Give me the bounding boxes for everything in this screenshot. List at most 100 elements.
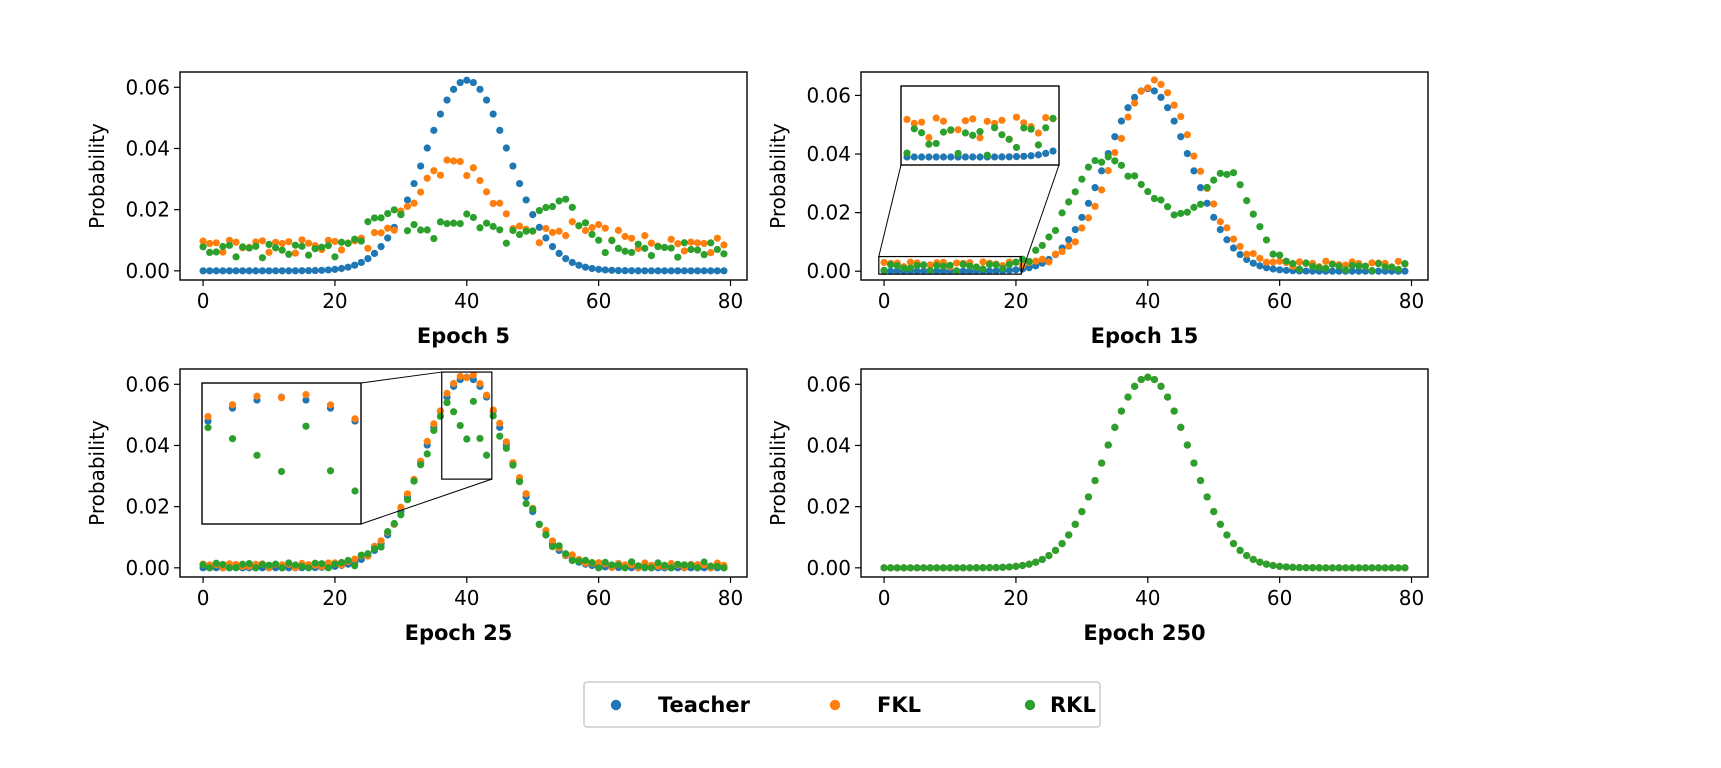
point-teacher bbox=[476, 85, 484, 93]
inset-point-teacher bbox=[939, 153, 948, 161]
point-rkl bbox=[972, 564, 980, 572]
point-fkl bbox=[979, 258, 987, 266]
point-rkl bbox=[1117, 407, 1126, 415]
inset-point-rkl bbox=[925, 140, 933, 148]
point-fkl bbox=[482, 391, 491, 399]
y-tick-label: 0.06 bbox=[806, 372, 851, 396]
point-rkl bbox=[1309, 262, 1317, 271]
point-fkl bbox=[693, 239, 702, 247]
point-rkl bbox=[232, 563, 240, 572]
point-rkl bbox=[324, 241, 332, 250]
point-fkl bbox=[700, 239, 708, 248]
point-rkl bbox=[608, 561, 616, 569]
point-rkl bbox=[1025, 560, 1033, 568]
point-rkl bbox=[1084, 163, 1093, 171]
inset-point-rkl bbox=[326, 467, 335, 475]
x-tick-label: 20 bbox=[1003, 289, 1028, 313]
point-fkl bbox=[555, 227, 563, 235]
point-fkl bbox=[1032, 257, 1040, 265]
point-teacher bbox=[265, 267, 273, 275]
inset-point-rkl bbox=[1005, 135, 1013, 143]
point-rkl bbox=[1038, 555, 1046, 564]
point-teacher bbox=[985, 267, 994, 275]
point-fkl bbox=[707, 249, 715, 257]
point-rkl bbox=[1038, 241, 1046, 250]
point-fkl bbox=[720, 241, 728, 249]
point-teacher bbox=[364, 254, 372, 263]
point-rkl bbox=[1078, 508, 1086, 516]
point-rkl bbox=[1328, 564, 1337, 572]
point-rkl bbox=[1131, 382, 1139, 390]
point-fkl bbox=[417, 188, 425, 196]
point-rkl bbox=[588, 559, 596, 567]
x-axis-label: Epoch 250 bbox=[1083, 621, 1205, 645]
point-rkl bbox=[252, 564, 260, 572]
point-rkl bbox=[1368, 564, 1376, 572]
point-fkl bbox=[403, 490, 412, 498]
point-rkl bbox=[1236, 181, 1244, 189]
point-rkl bbox=[687, 561, 695, 569]
point-fkl bbox=[331, 237, 339, 246]
point-rkl bbox=[1058, 540, 1066, 548]
point-teacher bbox=[647, 267, 656, 275]
point-rkl bbox=[562, 195, 570, 203]
point-fkl bbox=[430, 420, 438, 428]
point-rkl bbox=[337, 238, 346, 246]
point-rkl bbox=[239, 243, 247, 251]
point-teacher bbox=[331, 265, 339, 273]
point-rkl bbox=[707, 239, 715, 247]
point-rkl bbox=[1183, 208, 1191, 216]
y-axis-label: Probability bbox=[85, 123, 109, 229]
point-rkl bbox=[555, 197, 563, 205]
point-fkl bbox=[285, 238, 293, 246]
point-rkl bbox=[509, 226, 517, 235]
point-rkl bbox=[1177, 423, 1185, 431]
point-rkl bbox=[1124, 172, 1132, 180]
x-tick-label: 20 bbox=[322, 289, 347, 313]
inset-point-fkl bbox=[1020, 119, 1028, 127]
point-fkl bbox=[397, 503, 405, 511]
point-rkl bbox=[700, 251, 708, 259]
inset-point-fkl bbox=[918, 118, 926, 126]
point-teacher bbox=[1183, 150, 1191, 158]
point-fkl bbox=[1368, 259, 1376, 267]
point-fkl bbox=[324, 236, 332, 244]
x-tick-label: 60 bbox=[1267, 289, 1292, 313]
point-fkl bbox=[1038, 255, 1046, 263]
point-rkl bbox=[1111, 157, 1119, 165]
inset-connector bbox=[878, 164, 902, 257]
point-rkl bbox=[667, 244, 675, 252]
point-fkl bbox=[496, 199, 504, 207]
point-rkl bbox=[568, 556, 576, 565]
point-teacher bbox=[245, 267, 253, 275]
point-teacher bbox=[548, 243, 557, 251]
point-teacher bbox=[225, 267, 234, 275]
point-rkl bbox=[232, 253, 240, 261]
point-rkl bbox=[1078, 175, 1086, 183]
point-rkl bbox=[1295, 265, 1304, 273]
point-rkl bbox=[1210, 508, 1218, 516]
point-fkl bbox=[515, 222, 524, 230]
point-fkl bbox=[628, 234, 636, 242]
series-teacher bbox=[199, 76, 728, 275]
point-rkl bbox=[959, 564, 967, 572]
point-rkl bbox=[900, 264, 908, 272]
point-fkl bbox=[199, 237, 207, 245]
point-rkl bbox=[1276, 251, 1284, 259]
point-fkl bbox=[337, 246, 346, 254]
point-fkl bbox=[1045, 258, 1053, 266]
point-rkl bbox=[482, 451, 491, 459]
point-rkl bbox=[384, 209, 392, 218]
point-rkl bbox=[390, 206, 398, 214]
point-teacher bbox=[285, 267, 293, 275]
point-rkl bbox=[1203, 493, 1211, 501]
inset-point-teacher bbox=[1042, 149, 1050, 157]
point-fkl bbox=[489, 199, 497, 208]
point-teacher bbox=[568, 258, 576, 267]
point-fkl bbox=[1157, 80, 1165, 88]
point-fkl bbox=[1124, 113, 1132, 121]
point-fkl bbox=[1078, 224, 1086, 232]
point-teacher bbox=[370, 249, 379, 258]
inset-point-fkl bbox=[351, 415, 359, 423]
point-rkl bbox=[1104, 153, 1112, 161]
